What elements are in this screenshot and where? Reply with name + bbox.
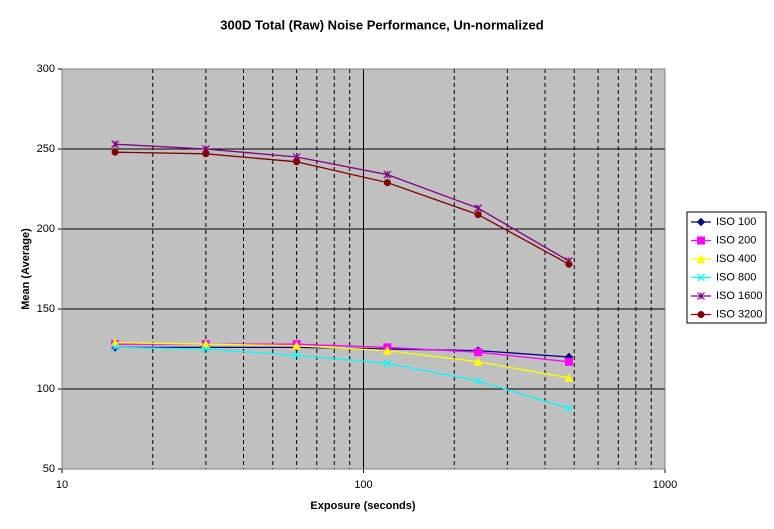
marker bbox=[564, 373, 574, 382]
y-tick-label: 100 bbox=[37, 383, 55, 395]
legend-label: ISO 1600 bbox=[716, 290, 762, 302]
marker bbox=[474, 211, 482, 219]
marker bbox=[473, 357, 483, 366]
legend-box bbox=[686, 211, 767, 324]
legend-label: ISO 200 bbox=[716, 234, 756, 246]
series-line bbox=[115, 143, 570, 262]
marker bbox=[564, 404, 573, 413]
marker bbox=[293, 158, 301, 166]
legend-label: ISO 100 bbox=[716, 216, 756, 228]
legend-marker bbox=[697, 311, 705, 318]
series-line bbox=[115, 346, 570, 409]
series-line bbox=[115, 151, 570, 265]
marker bbox=[111, 148, 119, 156]
legend-marker bbox=[697, 273, 705, 282]
marker bbox=[201, 339, 211, 349]
marker bbox=[474, 204, 483, 213]
legend-marker bbox=[697, 236, 705, 245]
y-tick-label: 50 bbox=[43, 463, 55, 475]
marker bbox=[383, 170, 392, 179]
marker bbox=[202, 150, 210, 158]
marker bbox=[474, 348, 483, 357]
legend-marker bbox=[696, 254, 706, 263]
legend-marker bbox=[696, 217, 706, 227]
marker bbox=[564, 357, 573, 366]
marker bbox=[201, 345, 210, 353]
legend-label: ISO 3200 bbox=[716, 308, 762, 320]
marker bbox=[111, 140, 120, 149]
x-tick-label: 1000 bbox=[653, 479, 677, 491]
marker bbox=[292, 351, 301, 360]
legend-label: ISO 400 bbox=[716, 253, 756, 265]
marker bbox=[110, 337, 120, 347]
chart-title: 300D Total (Raw) Noise Performance, Un-n… bbox=[220, 17, 543, 32]
y-tick-label: 250 bbox=[37, 143, 55, 155]
marker bbox=[383, 359, 392, 368]
y-tick-label: 200 bbox=[37, 223, 55, 235]
plot-border bbox=[61, 68, 666, 470]
y-axis-title: Mean (Average) bbox=[20, 228, 32, 310]
legend: ISO 100 ISO 200 ISO 400 ISO 800 ISO 1600 ISO … bbox=[686, 211, 767, 324]
x-tick-label: 100 bbox=[354, 479, 372, 491]
marker bbox=[111, 343, 120, 352]
marker bbox=[383, 179, 391, 187]
series-line bbox=[115, 341, 570, 379]
marker bbox=[383, 345, 392, 355]
marker bbox=[292, 341, 301, 350]
marker bbox=[565, 260, 573, 268]
legend-marker bbox=[697, 292, 705, 300]
y-tick-label: 150 bbox=[37, 303, 55, 315]
marker bbox=[474, 377, 483, 385]
x-axis-title: Exposure (seconds) bbox=[310, 500, 415, 512]
legend-label: ISO 800 bbox=[716, 271, 756, 283]
x-tick-label: 10 bbox=[56, 479, 68, 491]
y-tick-label: 300 bbox=[37, 63, 55, 75]
